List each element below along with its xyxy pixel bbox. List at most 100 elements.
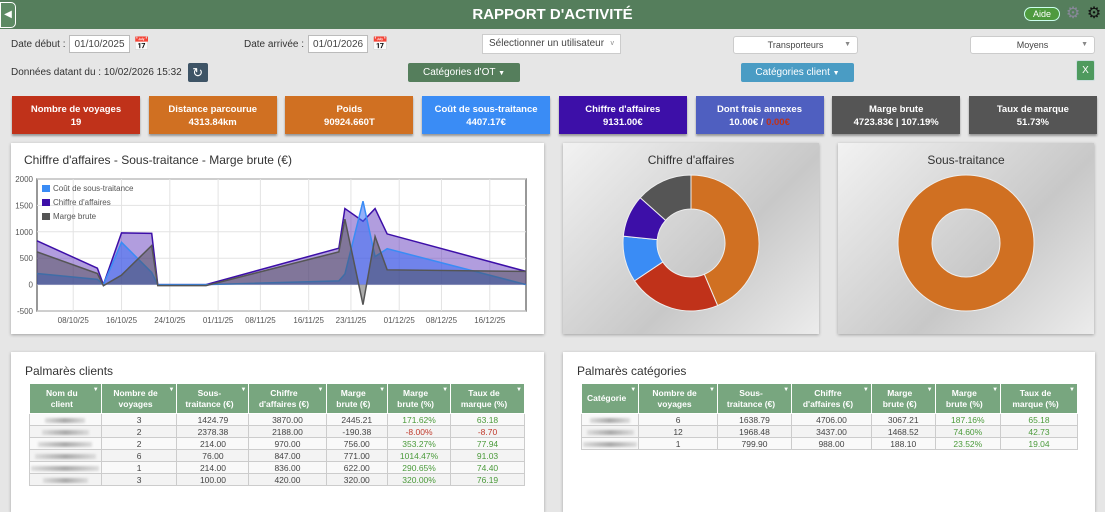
column-header[interactable]: Marge brute (€) ▼: [325, 383, 389, 414]
sort-caret-icon[interactable]: ▼: [442, 387, 449, 393]
sort-caret-icon[interactable]: ▼: [516, 387, 522, 393]
name-cell: [29, 425, 102, 438]
sort-caret-icon[interactable]: ▼: [992, 387, 999, 393]
legend-label: Coût de sous-traitance: [53, 184, 134, 193]
series-line: [36, 218, 527, 305]
user-select[interactable]: Sélectionner un utilisateur v: [482, 34, 621, 54]
kpi-value-main: 4407.17€: [466, 117, 506, 128]
date-end-input[interactable]: 01/01/2026: [308, 35, 369, 53]
gear-icon[interactable]: ⚙: [1065, 5, 1081, 22]
date-start-input[interactable]: 01/10/2025: [69, 35, 130, 53]
column-header[interactable]: Marge brute (%) ▼: [387, 383, 452, 414]
table-cell: 3: [100, 473, 178, 486]
column-header[interactable]: Sous-traitance (€) ▼: [176, 383, 250, 414]
sort-caret-icon[interactable]: ▼: [862, 387, 869, 393]
table-cell: 214.00: [176, 461, 250, 474]
kpi-label: Dont frais annexes: [717, 104, 802, 115]
ot-categories-button[interactable]: Catégories d'OT ▼: [408, 63, 520, 82]
column-header[interactable]: Chiffre d'affaires (€) ▼: [791, 383, 872, 414]
table-row[interactable]: 6 76.00 847.00 771.00 1014.47% 91.03: [29, 449, 525, 462]
sort-caret-icon[interactable]: ▼: [379, 387, 386, 393]
kpi-value-sep: /: [758, 117, 767, 128]
sort-caret-icon[interactable]: ▼: [708, 387, 715, 393]
back-button[interactable]: ◀: [0, 2, 16, 28]
table-cell: 1014.47%: [387, 449, 452, 462]
table-cell: 970.00: [248, 437, 327, 450]
kpi-value-main: 4723.83€ | 107.19%: [853, 117, 939, 128]
y-tick-label: 1000: [15, 228, 33, 237]
redacted-name: [41, 429, 89, 435]
table-row[interactable]: 2 214.00 970.00 756.00 353.27% 77.94: [29, 437, 525, 450]
donut-slice[interactable]: [639, 174, 692, 222]
column-header[interactable]: Taux de marque (%) ▼: [450, 383, 525, 414]
calendar-icon[interactable]: 📅: [372, 36, 389, 51]
column-header[interactable]: Chiffre d'affaires (€) ▼: [248, 383, 327, 414]
table-row[interactable]: 2 2378.38 2188.00 -190.38 -8.00% -8.70: [29, 425, 525, 438]
column-header[interactable]: Nombre de voyages ▼: [638, 383, 718, 414]
area-chart: 2000 1500 1000 500 0 -500 08/10/25 16/10/25 24/1…: [15, 175, 527, 325]
sort-caret-icon[interactable]: ▼: [92, 387, 99, 393]
sort-caret-icon[interactable]: ▼: [1069, 387, 1075, 393]
sort-caret-icon[interactable]: ▼: [926, 387, 933, 393]
donut-slice[interactable]: [897, 174, 1035, 312]
sort-caret-icon[interactable]: ▼: [168, 387, 175, 393]
column-header[interactable]: Marge brute (%) ▼: [934, 383, 1002, 414]
column-header[interactable]: Sous-traitance (€) ▼: [716, 383, 793, 414]
sort-caret-icon[interactable]: ▼: [630, 387, 637, 393]
table-header-row: Catégorie ▼ Nombre de voyages ▼ Sous-traitan…: [580, 383, 1078, 414]
revenue-donut-title: Chiffre d'affaires: [647, 153, 735, 167]
kpi-card: Taux de marque 51.73%: [968, 96, 1097, 134]
column-header[interactable]: Nom du client ▼: [29, 383, 102, 414]
donut-slice[interactable]: [690, 174, 760, 307]
x-tick-label: 01/11/25: [203, 316, 234, 325]
column-header[interactable]: Catégorie ▼: [580, 383, 640, 414]
sort-caret-icon[interactable]: ▼: [240, 387, 247, 393]
table-cell: 214.00: [176, 437, 250, 450]
page-title: RAPPORT D'ACTIVITÉ: [472, 6, 633, 23]
table-cell: 65.18: [1000, 413, 1078, 426]
client-categories-button[interactable]: Catégories client ▼: [741, 63, 854, 82]
table-row[interactable]: 3 1424.79 3870.00 2445.21 171.62% 63.18: [29, 413, 525, 426]
kpi-label: Poids: [336, 104, 363, 115]
carriers-select[interactable]: Transporteurs ▼: [733, 36, 858, 54]
table-cell: 2: [100, 425, 178, 438]
calendar-icon[interactable]: 📅: [133, 36, 150, 51]
settings-gear-icon[interactable]: ⚙: [1086, 5, 1102, 22]
x-tick-label: 16/12/25: [474, 316, 506, 325]
name-cell: [29, 473, 102, 486]
table-cell: 988.00: [791, 437, 872, 450]
kpi-value: 90924.660T: [285, 116, 413, 129]
table-row[interactable]: 6 1638.79 4706.00 3067.21 187.16% 65.18: [580, 413, 1078, 426]
column-header-label: Marge brute (%): [397, 387, 434, 409]
table-cell: 1: [638, 437, 718, 450]
subcontracting-donut-title: Sous-traitance: [927, 153, 1005, 167]
table-row[interactable]: 1 799.90 988.00 188.10 23.52% 19.04: [580, 437, 1078, 450]
caret-down-icon: ▼: [1081, 41, 1088, 48]
x-tick-label: 01/12/25: [384, 316, 416, 325]
column-header[interactable]: Marge brute (€) ▼: [870, 383, 936, 414]
x-tick-label: 08/12/25: [426, 316, 458, 325]
help-button[interactable]: Aide: [1024, 7, 1060, 21]
clients-title: Palmarès clients: [25, 364, 114, 378]
column-header[interactable]: Nombre de voyages ▼: [100, 383, 178, 414]
table-row[interactable]: 12 1968.48 3437.00 1468.52 74.60% 42.73: [580, 425, 1078, 438]
header-bar: ◀ RAPPORT D'ACTIVITÉ Aide ⚙ ⚙: [0, 0, 1105, 29]
x-tick-label: 23/11/25: [336, 316, 367, 325]
column-header-label: Marge brute (€): [882, 387, 917, 409]
table-row[interactable]: 1 214.00 836.00 622.00 290.65% 74.40: [29, 461, 525, 474]
table-cell: 4706.00: [791, 413, 872, 426]
caret-down-icon: ▼: [844, 41, 851, 48]
table-cell: 799.90: [716, 437, 793, 450]
table-row[interactable]: 3 100.00 420.00 320.00 320.00% 76.19: [29, 473, 525, 486]
column-header-label: Marge brute (€): [336, 387, 371, 409]
table-cell: 3870.00: [248, 413, 327, 426]
x-tick-label: 16/11/25: [293, 316, 324, 325]
means-select[interactable]: Moyens ▼: [970, 36, 1095, 54]
sort-caret-icon[interactable]: ▼: [783, 387, 790, 393]
export-excel-button[interactable]: X: [1076, 60, 1095, 81]
column-header[interactable]: Taux de marque (%) ▼: [1000, 383, 1078, 414]
refresh-button[interactable]: ↻: [187, 63, 208, 82]
sort-caret-icon[interactable]: ▼: [317, 387, 324, 393]
kpi-value-main: 51.73%: [1016, 117, 1049, 128]
column-header-label: Nombre de voyages: [113, 387, 158, 409]
